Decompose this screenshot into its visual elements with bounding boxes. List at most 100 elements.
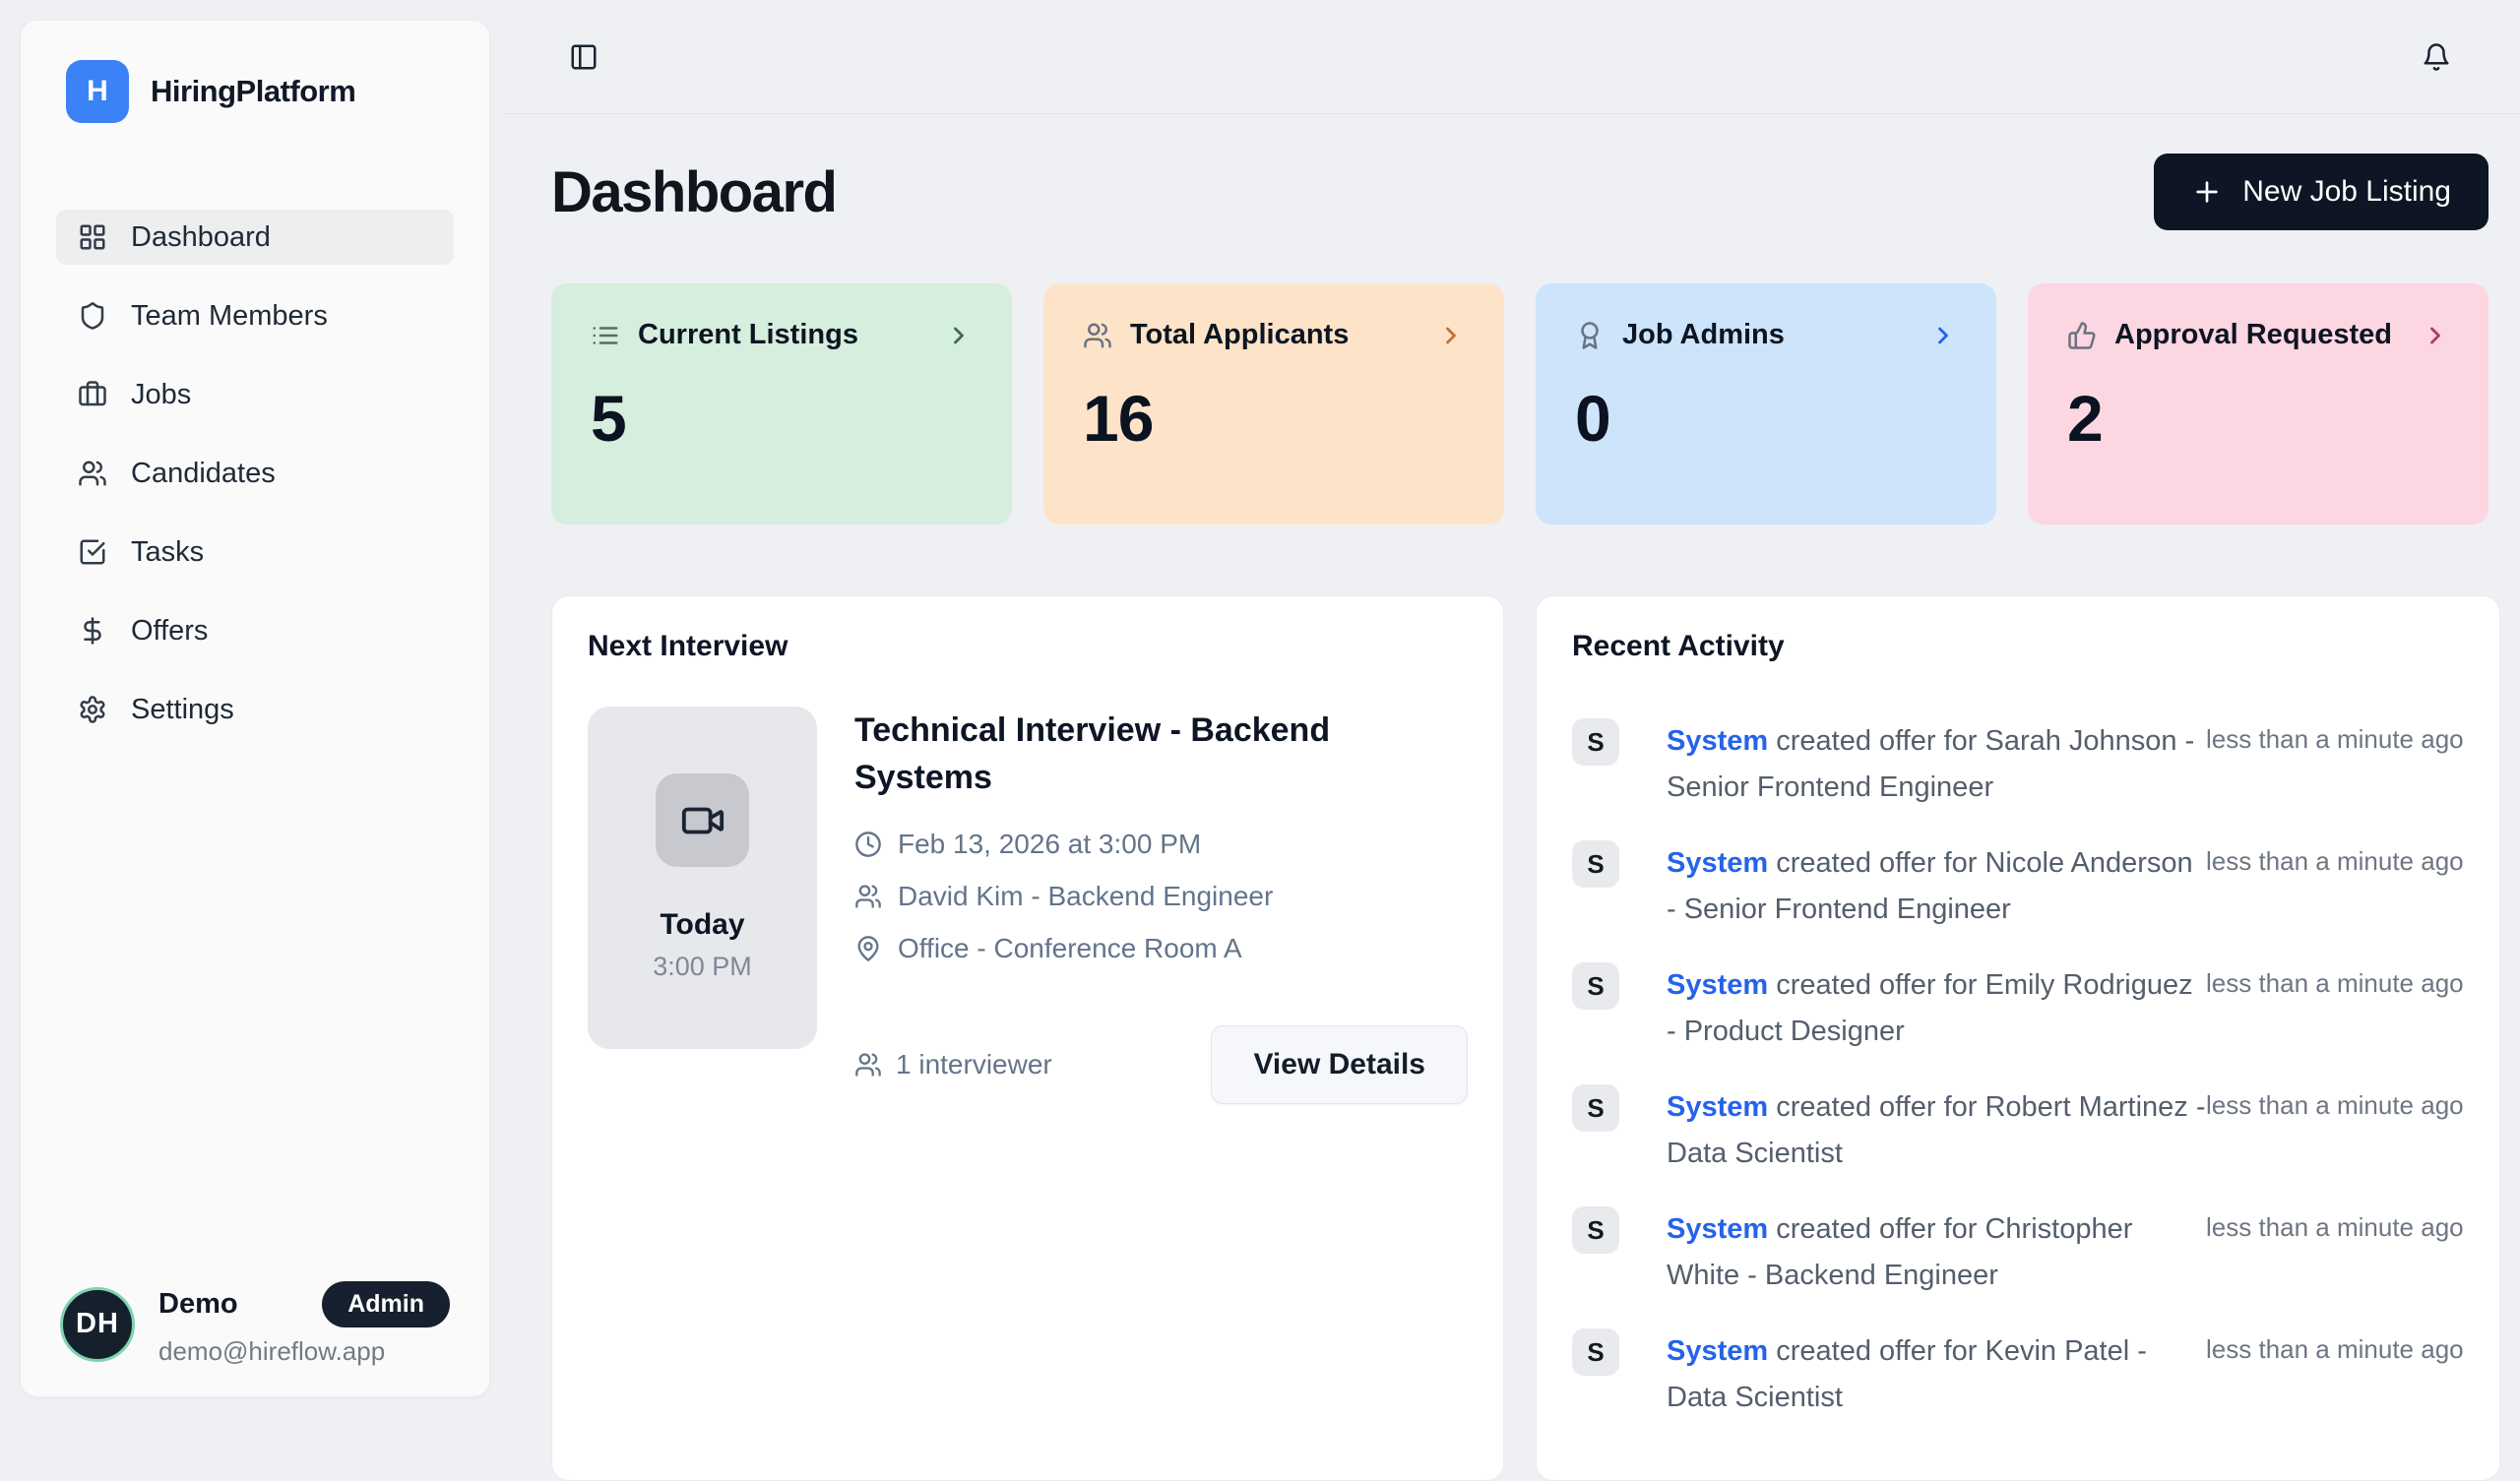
panels: Next Interview Today 3:00 PM Technical I… xyxy=(551,595,2500,1481)
interview-person-row: David Kim - Backend Engineer xyxy=(854,881,1468,912)
activity-avatar: S xyxy=(1572,718,1619,766)
activity-actor[interactable]: System xyxy=(1667,847,1769,879)
stat-card-current-listings[interactable]: Current Listings 5 xyxy=(551,283,1012,525)
chevron-right-icon xyxy=(945,322,973,349)
activity-row: S System created offer for Kevin Patel -… xyxy=(1572,1328,2464,1421)
topbar xyxy=(504,0,2520,114)
new-job-listing-label: New Job Listing xyxy=(2242,175,2451,208)
activity-avatar: S xyxy=(1572,1206,1619,1254)
activity-description: created offer for Robert Martinez - Data… xyxy=(1667,1091,2206,1169)
briefcase-icon xyxy=(78,380,107,409)
activity-timestamp: less than a minute ago xyxy=(2206,968,2464,998)
sidebar-item-label: Team Members xyxy=(131,299,328,332)
clock-icon xyxy=(854,831,882,858)
page-head: Dashboard New Job Listing xyxy=(551,144,2488,240)
interview-datetime-row: Feb 13, 2026 at 3:00 PM xyxy=(854,829,1468,860)
stat-value: 16 xyxy=(1083,382,1154,455)
activity-avatar: S xyxy=(1572,962,1619,1010)
sidebar-item-label: Jobs xyxy=(131,378,192,410)
activity-actor[interactable]: System xyxy=(1667,969,1769,1001)
activity-text: System created offer for Emily Rodriguez… xyxy=(1667,962,2206,1055)
activity-description: created offer for Emily Rodriguez - Prod… xyxy=(1667,969,2193,1047)
dollar-icon xyxy=(78,616,107,646)
interview-thumbnail: Today 3:00 PM xyxy=(588,707,817,1049)
sidebar-user[interactable]: DH Demo Admin demo@hireflow.app xyxy=(60,1281,450,1367)
activity-actor[interactable]: System xyxy=(1667,725,1769,757)
activity-text: System created offer for Kevin Patel - D… xyxy=(1667,1328,2206,1421)
interview-location: Office - Conference Room A xyxy=(898,933,1242,963)
user-name: Demo xyxy=(158,1288,238,1320)
activity-timestamp: less than a minute ago xyxy=(2206,846,2464,876)
sidebar-item-jobs[interactable]: Jobs xyxy=(56,367,454,422)
activity-text: System created offer for Nicole Anderson… xyxy=(1667,840,2206,933)
check-square-icon xyxy=(78,537,107,567)
activity-description: created offer for Sarah Johnson - Senior… xyxy=(1667,725,2195,803)
sidebar-item-dashboard[interactable]: Dashboard xyxy=(56,210,454,265)
sidebar-item-team-members[interactable]: Team Members xyxy=(56,288,454,343)
sidebar-item-candidates[interactable]: Candidates xyxy=(56,446,454,501)
new-job-listing-button[interactable]: New Job Listing xyxy=(2154,154,2488,230)
activity-actor[interactable]: System xyxy=(1667,1213,1769,1245)
interviewer-count: 1 interviewer xyxy=(854,1049,1052,1080)
activity-timestamp: less than a minute ago xyxy=(2206,1212,2464,1242)
activity-row: S System created offer for Robert Martin… xyxy=(1572,1084,2464,1177)
activity-text: System created offer for Robert Martinez… xyxy=(1667,1084,2206,1177)
stat-value: 5 xyxy=(591,382,627,455)
sidebar-item-label: Tasks xyxy=(131,535,205,568)
award-icon xyxy=(1575,321,1605,350)
brand-name: HiringPlatform xyxy=(151,74,356,108)
chevron-right-icon xyxy=(1929,322,1957,349)
view-details-button[interactable]: View Details xyxy=(1211,1025,1468,1104)
activity-actor[interactable]: System xyxy=(1667,1091,1769,1123)
brand-logo-letter: H xyxy=(87,75,108,107)
interview-day: Today xyxy=(660,908,745,941)
stat-label: Approval Requested xyxy=(2114,319,2392,350)
video-camera-icon xyxy=(680,798,725,843)
thumbs-up-icon xyxy=(2067,321,2097,350)
next-interview-panel: Next Interview Today 3:00 PM Technical I… xyxy=(551,595,1504,1481)
activity-actor[interactable]: System xyxy=(1667,1335,1769,1367)
role-badge: Admin xyxy=(322,1281,450,1327)
layout-grid-icon xyxy=(78,222,107,252)
activity-avatar: S xyxy=(1572,1328,1619,1376)
sidebar-item-offers[interactable]: Offers xyxy=(56,603,454,658)
stat-card-approval-requested[interactable]: Approval Requested 2 xyxy=(2028,283,2488,525)
sidebar-toggle-icon[interactable] xyxy=(569,42,598,72)
main-area: Dashboard New Job Listing Current Listin… xyxy=(504,0,2520,1481)
stat-value: 0 xyxy=(1575,382,1611,455)
next-interview-title: Next Interview xyxy=(588,630,788,662)
sidebar-item-label: Candidates xyxy=(131,457,276,489)
users-icon xyxy=(854,1051,882,1079)
activity-row: S System created offer for Christopher W… xyxy=(1572,1206,2464,1299)
bell-icon[interactable] xyxy=(2422,42,2451,72)
brand-logo: H xyxy=(66,60,129,123)
activity-text: System created offer for Christopher Whi… xyxy=(1667,1206,2206,1299)
chevron-right-icon xyxy=(1437,322,1465,349)
activity-row: S System created offer for Nicole Anders… xyxy=(1572,840,2464,933)
activity-text: System created offer for Sarah Johnson -… xyxy=(1667,718,2206,811)
stat-card-total-applicants[interactable]: Total Applicants 16 xyxy=(1043,283,1504,525)
interview-person: David Kim - Backend Engineer xyxy=(898,881,1274,911)
stat-cards: Current Listings 5 Total Applicants xyxy=(551,283,2488,525)
interview-location-row: Office - Conference Room A xyxy=(854,933,1468,964)
sidebar-item-tasks[interactable]: Tasks xyxy=(56,525,454,580)
interview-details: Technical Interview - Backend Systems Fe… xyxy=(854,707,1468,1104)
sidebar-item-label: Offers xyxy=(131,614,209,647)
stat-label: Current Listings xyxy=(638,319,858,350)
activity-avatar: S xyxy=(1572,840,1619,888)
stat-label: Job Admins xyxy=(1622,319,1785,350)
user-info: Demo Admin demo@hireflow.app xyxy=(158,1281,450,1367)
sidebar: H HiringPlatform Dashboard Team Members … xyxy=(20,20,490,1397)
sidebar-item-settings[interactable]: Settings xyxy=(56,682,454,737)
stat-label: Total Applicants xyxy=(1130,319,1350,350)
users-icon xyxy=(854,883,882,910)
brand: H HiringPlatform xyxy=(66,60,470,123)
interview-job-title: Technical Interview - Backend Systems xyxy=(854,711,1331,796)
sidebar-item-label: Settings xyxy=(131,693,234,725)
users-icon xyxy=(1083,321,1112,350)
stat-card-job-admins[interactable]: Job Admins 0 xyxy=(1536,283,1996,525)
avatar: DH xyxy=(60,1286,135,1362)
plus-icon xyxy=(2191,176,2223,208)
gear-icon xyxy=(78,695,107,724)
interview-datetime: Feb 13, 2026 at 3:00 PM xyxy=(898,829,1202,859)
